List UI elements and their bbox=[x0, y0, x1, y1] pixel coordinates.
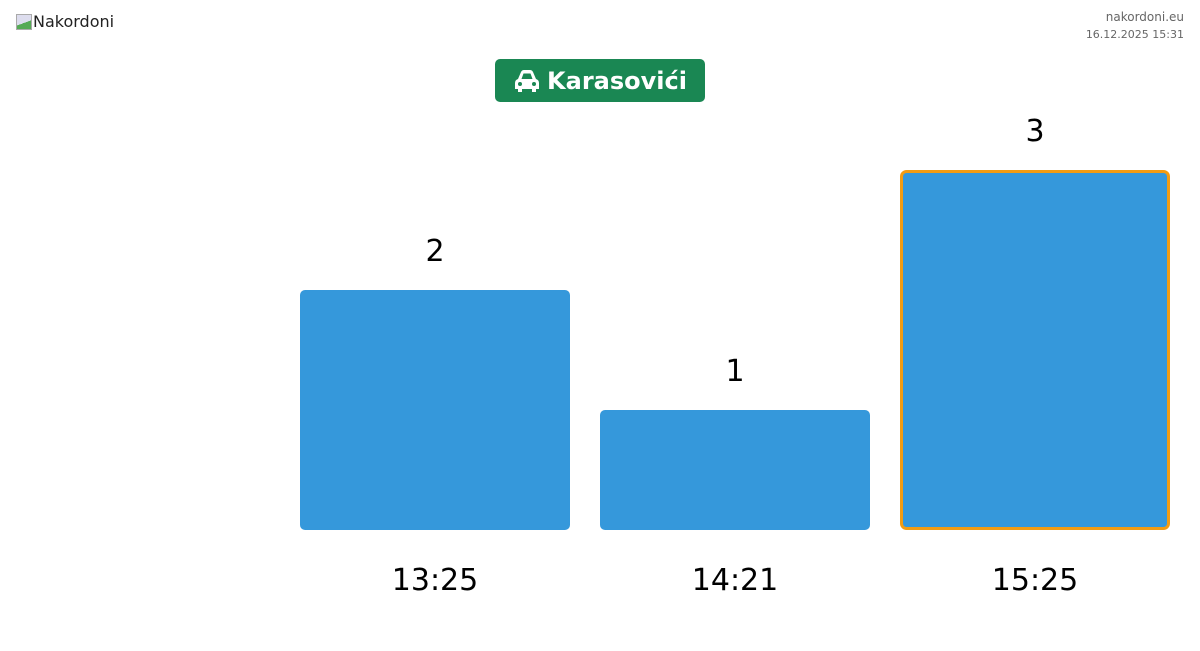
site-info: nakordoni.eu 16.12.2025 15:31 bbox=[1086, 9, 1184, 43]
bar-13:25 bbox=[300, 290, 570, 530]
category-label: 15:25 bbox=[992, 563, 1078, 598]
location-badge: Karasovići bbox=[495, 59, 705, 102]
broken-image-icon bbox=[16, 13, 32, 30]
logo[interactable]: Nakordoni bbox=[16, 12, 114, 31]
car-icon bbox=[515, 69, 540, 92]
category-label: 13:25 bbox=[392, 563, 478, 598]
site-name: nakordoni.eu bbox=[1105, 10, 1184, 24]
location-name: Karasovići bbox=[547, 66, 687, 95]
value-label: 1 bbox=[725, 354, 744, 389]
value-label: 2 bbox=[425, 234, 444, 269]
bar-14:21 bbox=[600, 410, 870, 530]
value-label: 3 bbox=[1025, 114, 1044, 149]
datetime: 16.12.2025 15:31 bbox=[1085, 28, 1184, 41]
logo-alt-text: Nakordoni bbox=[33, 12, 115, 31]
bar-15:25 bbox=[900, 170, 1170, 530]
category-label: 14:21 bbox=[692, 563, 778, 598]
